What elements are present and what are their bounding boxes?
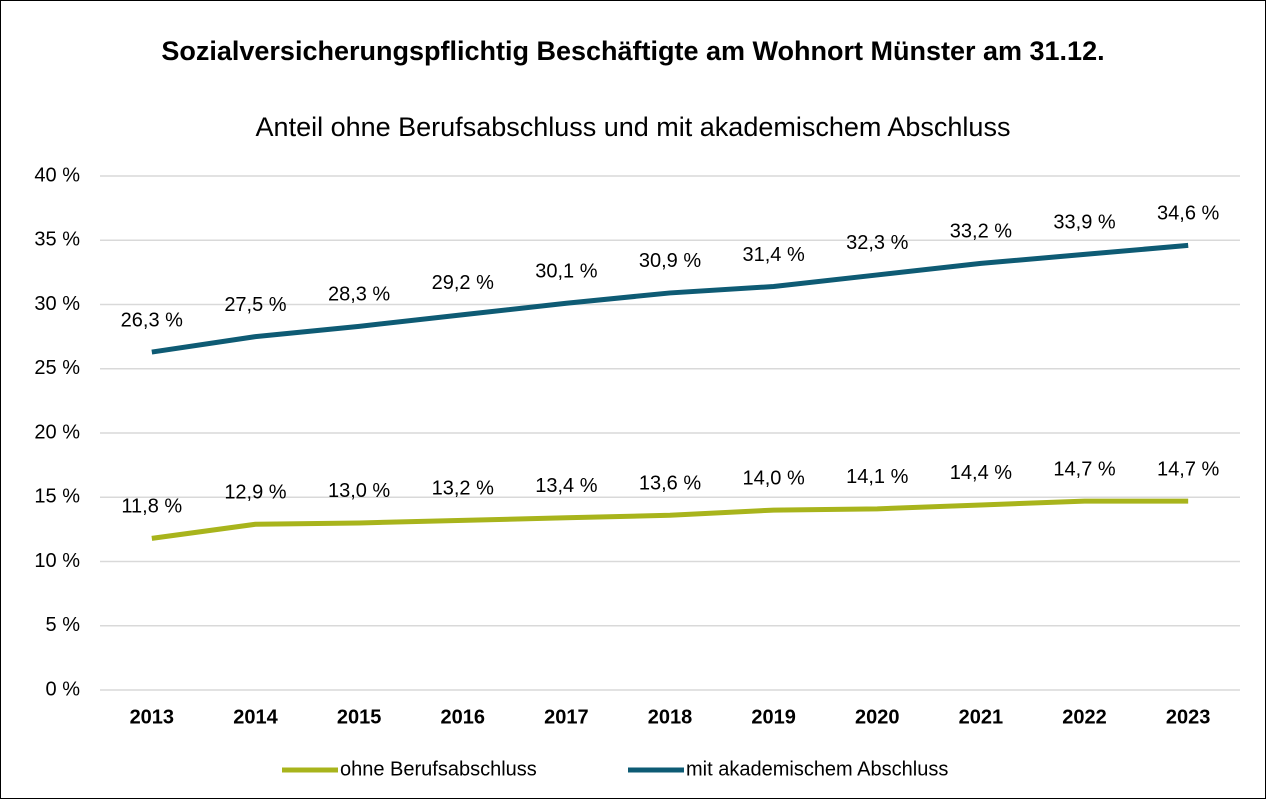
- data-label: 33,9 %: [1053, 212, 1115, 234]
- x-tick-label: 2017: [544, 706, 589, 728]
- x-tick-label: 2019: [751, 706, 796, 728]
- data-label: 34,6 %: [1157, 203, 1219, 225]
- data-label: 33,2 %: [950, 221, 1012, 243]
- data-label: 14,4 %: [950, 462, 1012, 484]
- legend-label: mit akademischem Abschluss: [686, 758, 948, 780]
- y-tick-label: 25 %: [34, 357, 80, 379]
- x-tick-label: 2021: [959, 706, 1004, 728]
- x-tick-label: 2013: [130, 706, 175, 728]
- data-label: 12,9 %: [224, 482, 286, 504]
- y-tick-label: 5 %: [46, 614, 81, 636]
- data-label: 30,9 %: [639, 250, 701, 272]
- data-label: 14,7 %: [1157, 458, 1219, 480]
- x-tick-label: 2016: [440, 706, 485, 728]
- data-label: 30,1 %: [535, 260, 597, 282]
- x-tick-label: 2023: [1166, 706, 1211, 728]
- data-label: 14,0 %: [743, 467, 805, 489]
- y-tick-label: 15 %: [34, 486, 80, 508]
- chart-subtitle: Anteil ohne Berufsabschluss und mit akad…: [255, 112, 1011, 142]
- series-line: [151, 498, 1189, 541]
- data-label: 29,2 %: [432, 272, 494, 294]
- y-tick-label: 10 %: [34, 550, 80, 572]
- y-tick-label: 0 %: [46, 678, 81, 700]
- data-label: 11,8 %: [121, 496, 182, 518]
- chart-title: Sozialversicherungspflichtig Beschäftigt…: [161, 36, 1105, 66]
- series-line: [151, 242, 1189, 355]
- data-label: 26,3 %: [121, 309, 183, 331]
- y-tick-label: 30 %: [34, 293, 80, 315]
- data-label: 14,1 %: [846, 466, 908, 488]
- x-tick-label: 2014: [233, 706, 278, 728]
- data-label: 28,3 %: [328, 284, 390, 306]
- y-tick-label: 35 %: [34, 229, 80, 251]
- y-tick-label: 20 %: [34, 421, 80, 443]
- y-tick-label: 40 %: [34, 164, 80, 186]
- data-label: 14,7 %: [1053, 458, 1115, 480]
- data-label: 31,4 %: [743, 244, 805, 266]
- data-label: 13,6 %: [639, 473, 701, 495]
- legend-label: ohne Berufsabschluss: [340, 758, 537, 780]
- data-label: 13,0 %: [328, 480, 390, 502]
- x-tick-label: 2022: [1062, 706, 1107, 728]
- data-label: 13,2 %: [432, 478, 494, 500]
- x-tick-label: 2018: [648, 706, 693, 728]
- x-tick-label: 2015: [337, 706, 382, 728]
- data-label: 32,3 %: [846, 232, 908, 254]
- x-tick-label: 2020: [855, 706, 900, 728]
- data-label: 13,4 %: [535, 475, 597, 497]
- data-label: 27,5 %: [224, 294, 286, 316]
